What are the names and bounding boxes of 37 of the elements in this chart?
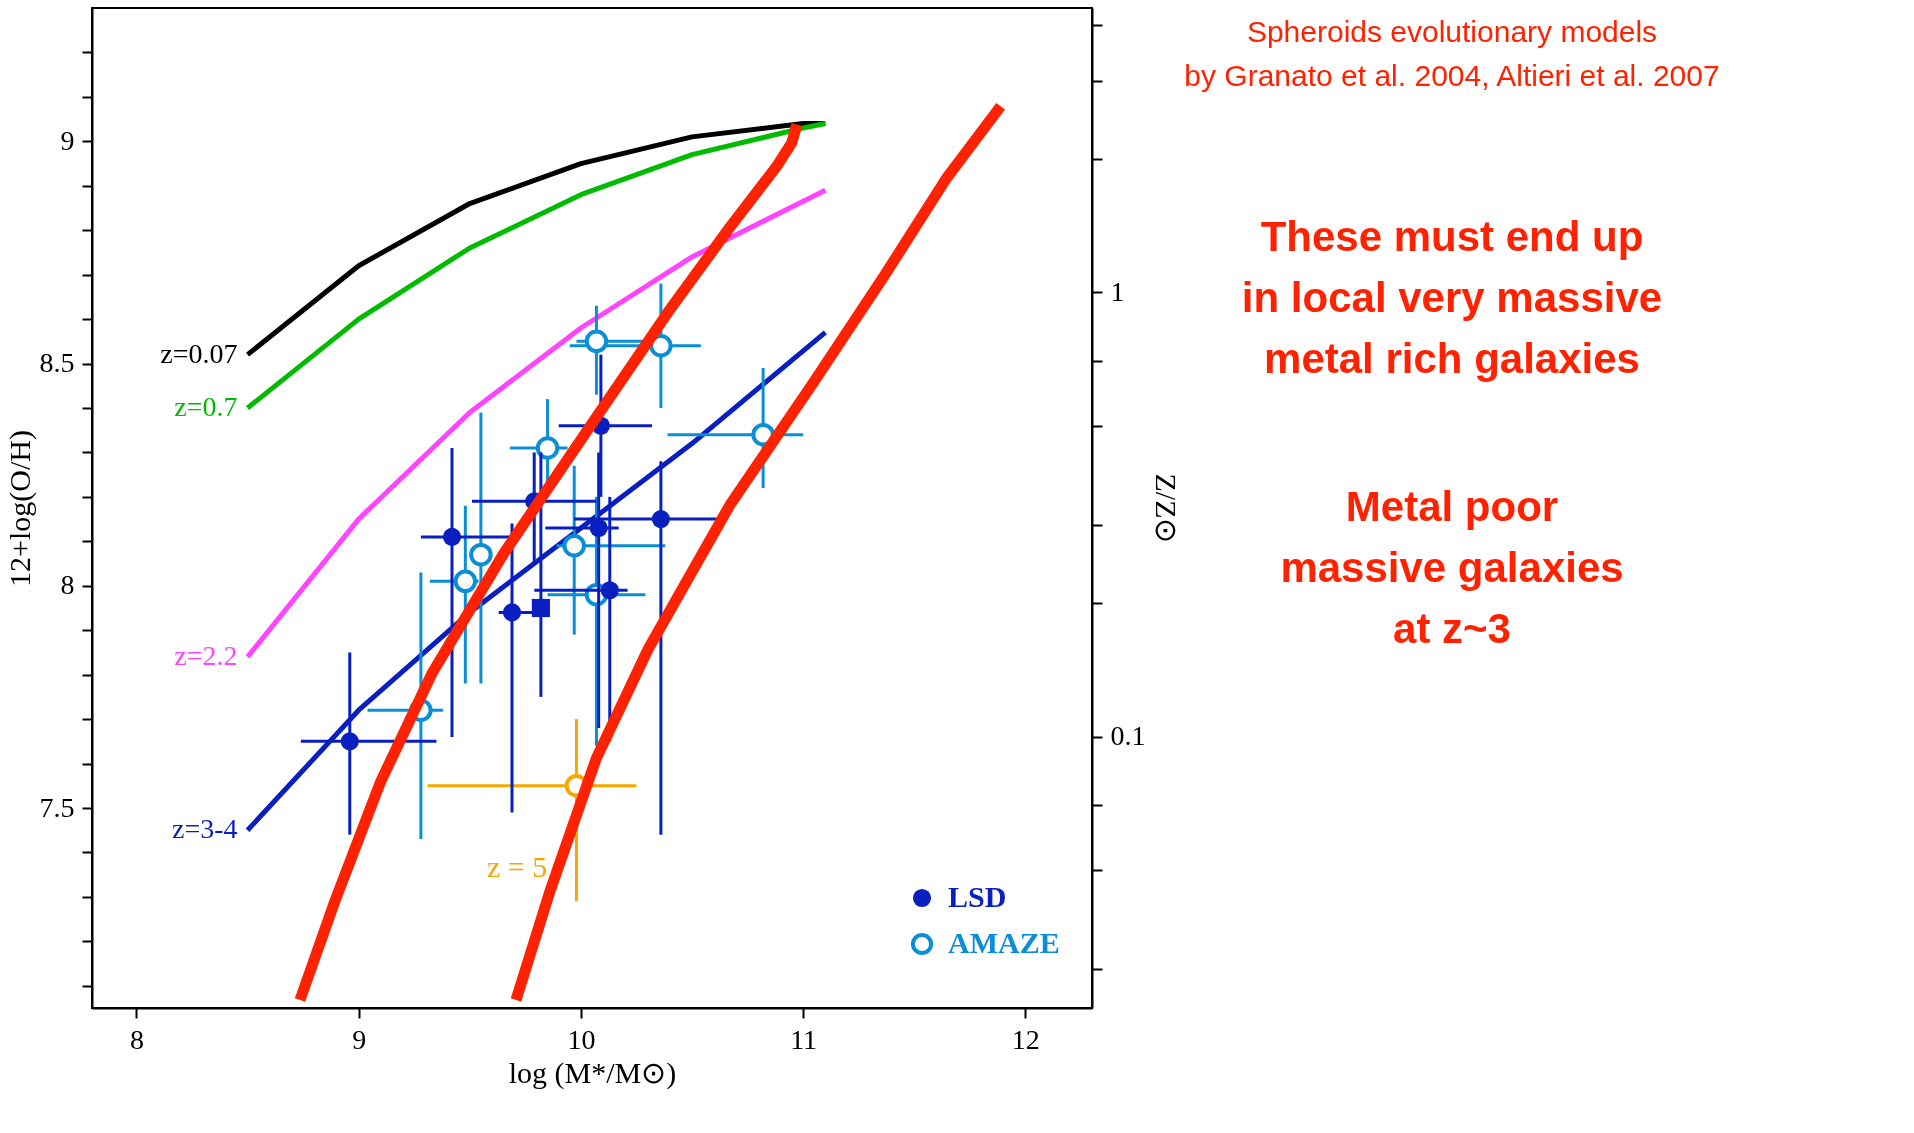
point xyxy=(502,603,522,622)
point xyxy=(649,334,673,358)
series-label: z=0.07 xyxy=(160,337,238,369)
series-label: z=2.2 xyxy=(174,639,238,671)
series-label: z=0.7 xyxy=(174,391,238,422)
point xyxy=(589,518,608,538)
legend-label: LSD xyxy=(948,880,1007,913)
x-tick-label: 9 xyxy=(352,1023,367,1055)
series-label: z=3-4 xyxy=(172,813,238,845)
point xyxy=(651,510,670,529)
point xyxy=(469,542,493,567)
legend-label: AMAZE xyxy=(948,926,1060,959)
annotation: z = 5 xyxy=(486,850,548,883)
x-tick-label: 10 xyxy=(567,1023,596,1055)
point xyxy=(442,527,462,546)
text: Spheroids evolutionary models by Granato et al. 2004, Altieri et al. 2007 xyxy=(1184,15,1720,92)
y2-tick-label: 0.1 xyxy=(1110,720,1146,752)
point xyxy=(531,598,550,618)
x-tick-label: 8 xyxy=(129,1023,144,1055)
point xyxy=(340,732,359,751)
y-axis-title: 12+log(O/H) xyxy=(2,430,37,587)
text: Metal poor massive galaxies at z~3 xyxy=(1280,483,1624,652)
y2-axis-title: Z/Z⊙ xyxy=(1149,473,1183,544)
x-tick-label: 11 xyxy=(790,1023,818,1055)
point xyxy=(600,581,619,600)
y-tick-label: 7.5 xyxy=(39,791,75,823)
x-tick-label: 12 xyxy=(1011,1023,1040,1055)
y-tick-label: 8 xyxy=(60,569,75,601)
y-tick-label: 8.5 xyxy=(39,347,75,379)
point xyxy=(584,329,609,354)
y-tick-label: 9 xyxy=(60,124,75,156)
x-axis-title: log (M*/M⊙) xyxy=(508,1055,677,1090)
point xyxy=(535,436,560,460)
point xyxy=(453,569,478,594)
point xyxy=(562,534,586,558)
text: These must end up in local very massive metal rich galaxies xyxy=(1241,213,1663,382)
y2-tick-label: 1 xyxy=(1110,275,1125,307)
